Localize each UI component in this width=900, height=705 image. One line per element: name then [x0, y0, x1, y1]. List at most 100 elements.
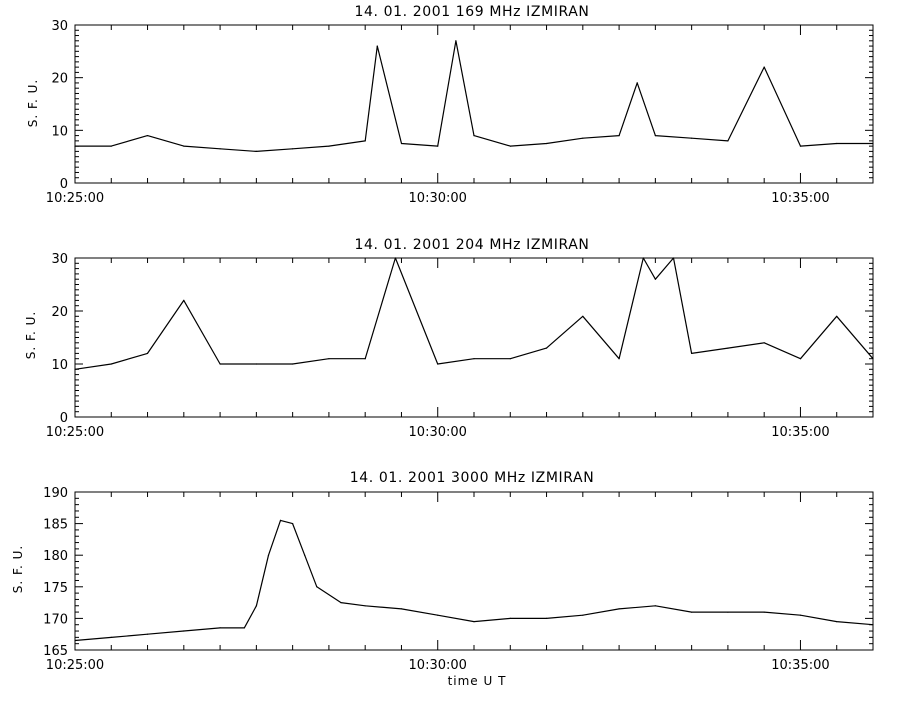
panel-2-data-point	[74, 368, 76, 370]
panel-3-xtick-label: 10:30:00	[409, 658, 467, 673]
panel-1-data-point	[582, 137, 584, 139]
panel-1-data-point	[376, 45, 378, 47]
panel-3-data-point	[243, 627, 245, 629]
panel-1-frame	[74, 24, 874, 184]
panel-3-data-point	[110, 636, 112, 639]
panel-2-title: 14. 01. 2001 204 MHz IZMIRAN	[354, 237, 589, 253]
panel-3-data-point	[691, 611, 693, 613]
panel-1-data-point	[509, 145, 511, 147]
panel-1-ytick-label: 20	[51, 72, 68, 87]
panel-1-ylabel: S. F. U.	[26, 79, 40, 127]
panel-3-data-point	[654, 605, 657, 607]
panel-1-data-point	[836, 142, 838, 145]
panel-2-data-point	[545, 347, 548, 349]
panel-3-ylabel: S. F. U.	[11, 545, 25, 593]
panel-2-data-point	[394, 257, 396, 259]
panel-2-series-line	[74, 257, 874, 370]
panel-2-data-point	[509, 358, 511, 360]
panel-3-data-point	[316, 586, 318, 588]
panel-1-data-point	[364, 140, 366, 142]
panel-2-data-point	[582, 315, 584, 317]
panel-2-data-point	[672, 257, 675, 259]
panel-1-data-point	[110, 145, 112, 147]
panel-2-ytick-label: 30	[51, 252, 68, 267]
panel-1-ytick-label: 10	[51, 124, 68, 139]
panel-2-ylabel: S. F. U.	[24, 311, 38, 359]
panel-3-xlabel: time U T	[448, 674, 507, 688]
panel-2-data-point	[437, 363, 439, 365]
panel-2-data-point	[654, 278, 657, 280]
panel-3-ytick-label: 190	[43, 486, 68, 501]
panel-3-series-line	[74, 519, 874, 642]
panel-2-ytick-label: 10	[51, 358, 68, 373]
panel-2-data-point	[328, 358, 330, 360]
panel-3-xtick-label: 10:25:00	[46, 658, 104, 673]
panel-1-data-point	[74, 145, 76, 147]
panel-3-data-point	[267, 554, 270, 556]
panel-1-title: 14. 01. 2001 169 MHz IZMIRAN	[354, 4, 589, 20]
panel-3-data-point	[146, 633, 149, 635]
panel-3-data-point	[255, 605, 257, 607]
panel-2-data-point	[642, 257, 644, 259]
panel-2-data-point	[255, 363, 257, 365]
panel-3-data-point	[618, 608, 620, 610]
panel-3-data-point	[872, 624, 874, 626]
panel-1-data-point	[255, 150, 257, 152]
panel-3-data-point	[582, 614, 584, 616]
panel-3-ytick-label: 170	[43, 612, 68, 627]
panel-1-data-point	[691, 137, 693, 139]
panel-2-data-point	[110, 363, 112, 365]
panel-3-title: 14. 01. 2001 3000 MHz IZMIRAN	[350, 470, 595, 486]
panel-2-data-point	[763, 342, 765, 344]
panel-1-data-point	[727, 140, 729, 142]
panel-1-data-point	[183, 145, 185, 147]
panel-3-ytick-label: 165	[43, 644, 68, 659]
panel-3-data-point	[437, 614, 439, 616]
panel-1-data-point	[292, 148, 294, 150]
panel-3-data-point	[304, 554, 306, 556]
panel-2-data-point	[364, 358, 366, 360]
panel-1-ytick-label: 0	[60, 177, 68, 192]
panel-1-data-point	[618, 135, 620, 137]
panel-3-data-point	[279, 519, 282, 522]
panel-2-xtick-label: 10:25:00	[46, 425, 104, 440]
panel-1-data-point	[872, 142, 874, 145]
panel-3-data-point	[727, 611, 729, 613]
panel-1-data-point	[219, 148, 221, 150]
panel-2-data-point	[727, 347, 729, 349]
panel-3-data-point	[763, 611, 765, 613]
panel-1-data-point	[328, 145, 330, 147]
panel-1-xtick-label: 10:30:00	[409, 191, 467, 206]
panel-2-data-point	[872, 358, 874, 360]
panel-3-ytick-label: 180	[43, 549, 68, 564]
panel-2-data-point	[292, 363, 294, 365]
panel-1-data-point	[400, 142, 403, 145]
panel-2-data-point	[183, 299, 185, 301]
panel-2-xtick-label: 10:30:00	[409, 425, 467, 440]
panel-1-data-point	[799, 145, 802, 147]
panel-3-data-point	[545, 617, 548, 620]
panel-2-ytick-label: 20	[51, 305, 68, 320]
panel-1-data-point	[654, 135, 657, 137]
panel-1-series-line	[75, 40, 873, 152]
panel-3-data-point	[292, 523, 294, 525]
panel-1-data-point	[763, 66, 765, 68]
panel-1-ytick-label: 30	[51, 19, 68, 34]
panel-3-data-point	[340, 602, 342, 604]
panel-2-data-point	[836, 315, 838, 317]
panel-2-data-point	[691, 352, 693, 354]
panel-3-data-point	[364, 605, 366, 607]
panel-2-frame	[74, 257, 874, 418]
panel-1-data-point	[545, 142, 548, 145]
panel-2-data-point	[799, 358, 802, 360]
panel-3-data-point	[219, 627, 221, 629]
panel-1-data-point	[455, 40, 457, 42]
panel-3-data-point	[183, 630, 185, 632]
panel-1-data-point	[437, 145, 439, 147]
panel-1-xtick-label: 10:35:00	[771, 191, 829, 206]
panel-2-data-point	[146, 352, 149, 354]
panel-3-ytick-label: 185	[43, 518, 68, 533]
panel-3-ytick-label: 175	[43, 581, 68, 596]
